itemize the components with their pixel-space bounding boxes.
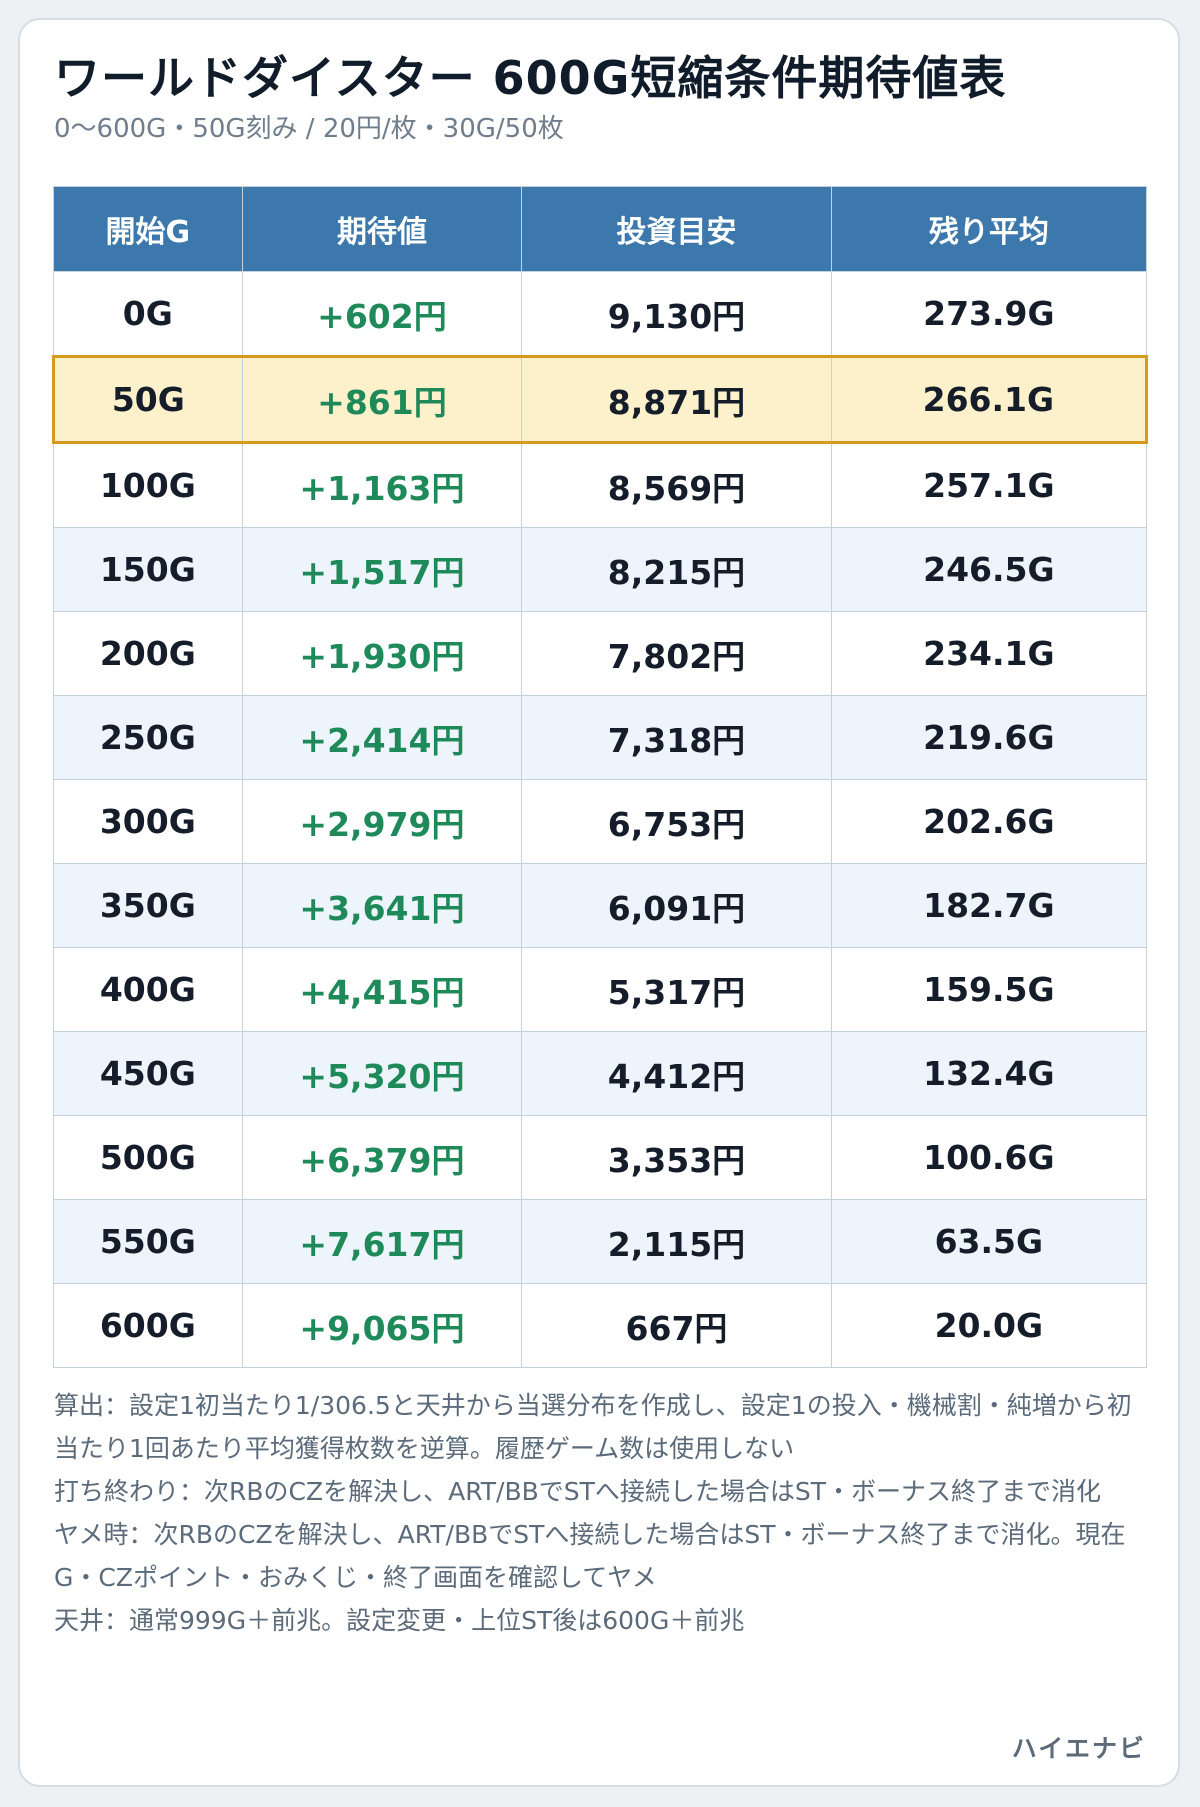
table-row: 550G +7,617円 2,115円 63.5G xyxy=(53,1199,1148,1284)
cell-expected-value: +602円 xyxy=(241,271,523,357)
cell-investment: 6,091円 xyxy=(521,863,832,948)
cell-start-g: 400G xyxy=(53,947,243,1032)
cell-investment: 9,130円 xyxy=(521,271,832,357)
table-row: 100G +1,163円 8,569円 257.1G xyxy=(53,442,1148,528)
table-body: 0G +602円 9,130円 273.9G 50G +861円 8,871円 266.1G 1… xyxy=(52,271,1149,1368)
cell-remaining-avg: 159.5G xyxy=(830,947,1148,1032)
cell-expected-value: +1,163円 xyxy=(241,442,523,528)
column-header-invest: 投資目安 xyxy=(521,186,832,272)
table-row: 300G +2,979円 6,753円 202.6G xyxy=(53,779,1148,864)
cell-start-g: 500G xyxy=(53,1115,243,1200)
table-row: 350G +3,641円 6,091円 182.7G xyxy=(53,863,1148,948)
cell-investment: 2,115円 xyxy=(521,1199,832,1284)
cell-investment: 6,753円 xyxy=(521,779,832,864)
note-ceiling: 天井：通常999G＋前兆。設定変更・上位ST後は600G＋前兆 xyxy=(54,1606,745,1635)
cell-expected-value: +6,379円 xyxy=(241,1115,523,1200)
table-row: 200G +1,930円 7,802円 234.1G xyxy=(53,611,1148,696)
cell-start-g: 50G xyxy=(52,355,243,444)
note-finish: 打ち終わり：次RBのCZを解決し、ART/BBでSTへ接続した場合はST・ボーナ… xyxy=(54,1477,1102,1506)
cell-start-g: 150G xyxy=(53,527,243,612)
cell-remaining-avg: 182.7G xyxy=(830,863,1148,948)
table-row: 450G +5,320円 4,412円 132.4G xyxy=(53,1031,1148,1116)
cell-start-g: 200G xyxy=(53,611,243,696)
cell-investment: 667円 xyxy=(521,1283,832,1368)
brand-logo: ハイエナビ xyxy=(1011,1734,1146,1763)
cell-expected-value: +1,930円 xyxy=(241,611,523,696)
page-title: ワールドダイスター 600G短縮条件期待値表 xyxy=(54,51,1007,105)
cell-expected-value: +5,320円 xyxy=(241,1031,523,1116)
cell-investment: 8,871円 xyxy=(521,355,832,444)
table-row: 50G +861円 8,871円 266.1G xyxy=(52,355,1149,444)
note-quit: ヤメ時：次RBのCZを解決し、ART/BBでSTへ接続した場合はST・ボーナス終… xyxy=(54,1520,1126,1592)
cell-start-g: 300G xyxy=(53,779,243,864)
cell-remaining-avg: 234.1G xyxy=(830,611,1148,696)
cell-remaining-avg: 257.1G xyxy=(830,442,1148,528)
cell-remaining-avg: 132.4G xyxy=(830,1031,1148,1116)
cell-remaining-avg: 202.6G xyxy=(830,779,1148,864)
table-row: 400G +4,415円 5,317円 159.5G xyxy=(53,947,1148,1032)
cell-expected-value: +9,065円 xyxy=(241,1283,523,1368)
expected-value-card: ワールドダイスター 600G短縮条件期待値表 0〜600G・50G刻み / 20… xyxy=(18,18,1180,1787)
cell-expected-value: +861円 xyxy=(241,355,523,444)
cell-expected-value: +3,641円 xyxy=(241,863,523,948)
cell-expected-value: +7,617円 xyxy=(241,1199,523,1284)
note-calculation: 算出：設定1初当たり1/306.5と天井から当選分布を作成し、設定1の投入・機械… xyxy=(54,1391,1132,1463)
cell-start-g: 0G xyxy=(53,271,243,357)
cell-expected-value: +2,414円 xyxy=(241,695,523,780)
cell-investment: 7,802円 xyxy=(521,611,832,696)
cell-start-g: 450G xyxy=(53,1031,243,1116)
table-row: 600G +9,065円 667円 20.0G xyxy=(53,1283,1148,1368)
cell-start-g: 100G xyxy=(53,442,243,528)
table-row: 150G +1,517円 8,215円 246.5G xyxy=(53,527,1148,612)
cell-investment: 4,412円 xyxy=(521,1031,832,1116)
table-row: 250G +2,414円 7,318円 219.6G xyxy=(53,695,1148,780)
expected-value-table: 開始G 期待値 投資目安 残り平均 0G +602円 9,130円 273.9G 50G… xyxy=(52,186,1149,1368)
cell-start-g: 550G xyxy=(53,1199,243,1284)
column-header-start: 開始G xyxy=(53,186,243,272)
cell-investment: 8,215円 xyxy=(521,527,832,612)
table-header-row: 開始G 期待値 投資目安 残り平均 xyxy=(53,186,1148,272)
cell-investment: 7,318円 xyxy=(521,695,832,780)
cell-investment: 3,353円 xyxy=(521,1115,832,1200)
cell-start-g: 600G xyxy=(53,1283,243,1368)
cell-remaining-avg: 273.9G xyxy=(830,271,1148,357)
cell-investment: 8,569円 xyxy=(521,442,832,528)
column-header-remain: 残り平均 xyxy=(830,186,1148,272)
cell-remaining-avg: 63.5G xyxy=(830,1199,1148,1284)
cell-remaining-avg: 20.0G xyxy=(830,1283,1148,1368)
cell-remaining-avg: 100.6G xyxy=(830,1115,1148,1200)
cell-remaining-avg: 266.1G xyxy=(830,355,1149,444)
table-row: 500G +6,379円 3,353円 100.6G xyxy=(53,1115,1148,1200)
page-subtitle: 0〜600G・50G刻み / 20円/枚・30G/50枚 xyxy=(54,114,564,144)
cell-remaining-avg: 219.6G xyxy=(830,695,1148,780)
notes: 算出：設定1初当たり1/306.5と天井から当選分布を作成し、設定1の投入・機械… xyxy=(54,1384,1154,1642)
cell-expected-value: +2,979円 xyxy=(241,779,523,864)
column-header-ev: 期待値 xyxy=(241,186,523,272)
cell-expected-value: +1,517円 xyxy=(241,527,523,612)
cell-investment: 5,317円 xyxy=(521,947,832,1032)
cell-start-g: 350G xyxy=(53,863,243,948)
table-row: 0G +602円 9,130円 273.9G xyxy=(53,271,1148,357)
cell-remaining-avg: 246.5G xyxy=(830,527,1148,612)
cell-expected-value: +4,415円 xyxy=(241,947,523,1032)
cell-start-g: 250G xyxy=(53,695,243,780)
